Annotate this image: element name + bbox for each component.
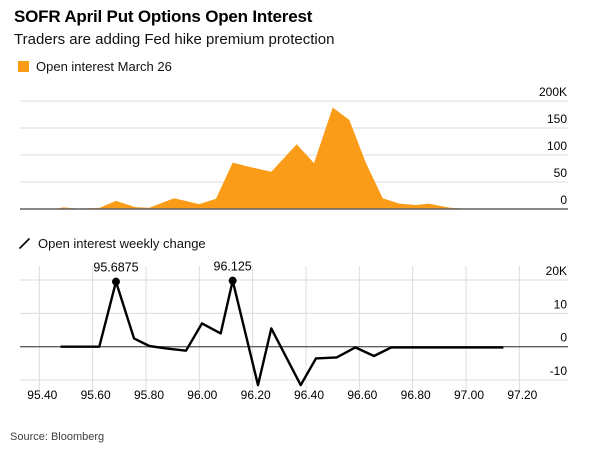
svg-text:95.6875: 95.6875 (93, 261, 138, 275)
svg-text:150: 150 (547, 112, 567, 126)
svg-text:95.40: 95.40 (27, 388, 57, 402)
svg-text:0: 0 (560, 331, 567, 345)
chart-subtitle: Traders are adding Fed hike premium prot… (14, 31, 335, 48)
svg-text:10: 10 (554, 297, 568, 311)
weekly-change-line-chart: 95.6875 96.125 20K 10 0 -10 95.40 95.60 95.80 96.… (20, 260, 568, 402)
svg-text:96.40: 96.40 (294, 388, 324, 402)
svg-text:-10: -10 (550, 364, 568, 378)
source-attribution: Source: Bloomberg (10, 431, 105, 443)
svg-text:50: 50 (554, 166, 568, 180)
svg-text:20K: 20K (546, 264, 567, 278)
open-interest-area-chart: 200K 150 100 50 0 (20, 85, 568, 210)
svg-text:0: 0 (560, 193, 567, 207)
svg-text:96.20: 96.20 (241, 388, 271, 402)
page-title: SOFR April Put Options Open Interest (14, 7, 313, 26)
svg-text:96.125: 96.125 (214, 260, 252, 274)
svg-text:96.00: 96.00 (187, 388, 217, 402)
svg-text:96.60: 96.60 (347, 388, 377, 402)
svg-text:97.00: 97.00 (454, 388, 484, 402)
svg-text:97.20: 97.20 (507, 388, 537, 402)
svg-text:95.80: 95.80 (134, 388, 164, 402)
orange-square-icon (18, 61, 29, 72)
svg-text:96.80: 96.80 (401, 388, 431, 402)
svg-text:200K: 200K (539, 85, 567, 99)
legend-open-interest: Open interest March 26 (18, 59, 172, 74)
legend-open-interest-label: Open interest March 26 (36, 59, 172, 74)
legend-weekly-change: Open interest weekly change (18, 236, 206, 251)
svg-text:95.60: 95.60 (81, 388, 111, 402)
legend-weekly-change-label: Open interest weekly change (38, 236, 206, 251)
svg-text:100: 100 (547, 139, 567, 153)
diagonal-line-icon (18, 237, 31, 250)
